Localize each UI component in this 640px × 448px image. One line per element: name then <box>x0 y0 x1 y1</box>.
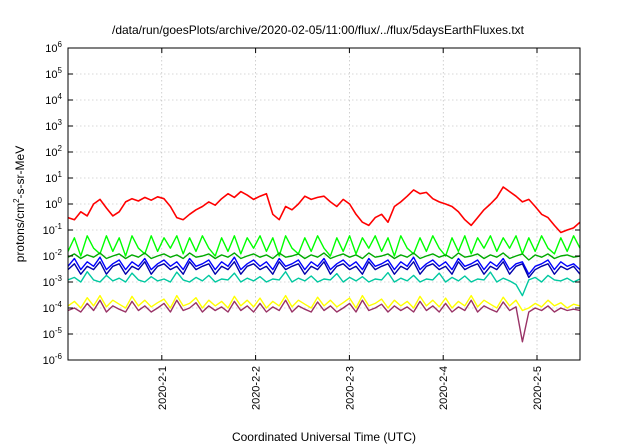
series-line <box>67 252 581 261</box>
series-line <box>67 256 581 275</box>
y-tick-exponent: -1 <box>55 222 63 231</box>
y-tick-exponent: 1 <box>58 170 63 179</box>
y-tick-exponent: -2 <box>55 248 63 257</box>
y-axis-label: protons/cm2-s-sr-MeV <box>12 146 27 262</box>
y-tick-base: 10 <box>45 147 57 159</box>
x-axis-label: Coordinated Universal Time (UTC) <box>232 430 416 444</box>
y-tick-exponent: -5 <box>55 326 63 335</box>
chart-title: /data/run/goesPlots/archive/2020-02-05/1… <box>112 23 525 37</box>
y-tick-label: 101 <box>45 170 62 185</box>
series-line <box>67 299 581 343</box>
y-tick-exponent: 5 <box>58 66 63 75</box>
x-tick-label: 2020-2-5 <box>532 366 544 410</box>
y-tick-exponent: -4 <box>55 300 63 309</box>
y-tick-exponent: 6 <box>58 40 63 49</box>
series-line <box>67 235 581 257</box>
y-tick-exponent: 0 <box>58 196 63 205</box>
x-tick-label: 2020-2-4 <box>438 366 450 410</box>
y-axis-label-superscript: 2 <box>12 198 21 203</box>
x-axis: 2020-2-1 2020-2-2 2020-2-3 2020-2-4 2020-2-5 <box>157 48 544 410</box>
series-line <box>67 271 581 297</box>
y-tick-base: 10 <box>45 43 57 55</box>
y-tick-base: 10 <box>43 303 55 315</box>
series-line <box>67 294 581 312</box>
y-axis-label-unit: -s-sr-MeV <box>13 146 27 199</box>
y-tick-exponent: 2 <box>58 144 63 153</box>
y-tick-base: 10 <box>45 199 57 211</box>
y-tick-exponent: 4 <box>58 92 63 101</box>
y-tick-base: 10 <box>43 329 55 341</box>
x-tick-label: 2020-2-3 <box>344 366 356 410</box>
y-tick-label: 10-6 <box>43 352 63 367</box>
y-tick-label: 10-2 <box>43 248 63 263</box>
y-tick-label: 105 <box>45 66 62 81</box>
y-tick-exponent: 3 <box>58 118 63 127</box>
y-tick-label: 10-3 <box>43 274 63 289</box>
y-tick-label: 10-4 <box>43 300 63 315</box>
y-tick-base: 10 <box>43 355 55 367</box>
grid <box>68 47 580 361</box>
x-tick-label: 2020-2-1 <box>157 366 169 410</box>
y-tick-base: 10 <box>43 277 55 289</box>
x-tick-label: 2020-2-2 <box>251 366 263 410</box>
y-tick-exponent: -6 <box>55 352 63 361</box>
y-tick-base: 10 <box>45 173 57 185</box>
series-line <box>67 186 581 234</box>
y-axis: 10-610-510-410-310-210-11001011021031041… <box>43 40 580 367</box>
y-tick-label: 104 <box>45 92 62 107</box>
y-axis-label-text: protons/cm <box>13 203 27 262</box>
series-line <box>67 261 581 279</box>
y-tick-label: 10-1 <box>43 222 63 237</box>
y-tick-label: 102 <box>45 144 62 159</box>
y-tick-base: 10 <box>45 95 57 107</box>
series-group <box>67 186 581 343</box>
y-tick-base: 10 <box>43 225 55 237</box>
y-tick-base: 10 <box>43 251 55 263</box>
y-tick-label: 103 <box>45 118 62 133</box>
y-tick-label: 10-5 <box>43 326 63 341</box>
y-tick-base: 10 <box>45 69 57 81</box>
y-tick-exponent: -3 <box>55 274 63 283</box>
y-tick-label: 100 <box>45 196 62 211</box>
y-tick-label: 106 <box>45 40 62 55</box>
y-tick-base: 10 <box>45 121 57 133</box>
